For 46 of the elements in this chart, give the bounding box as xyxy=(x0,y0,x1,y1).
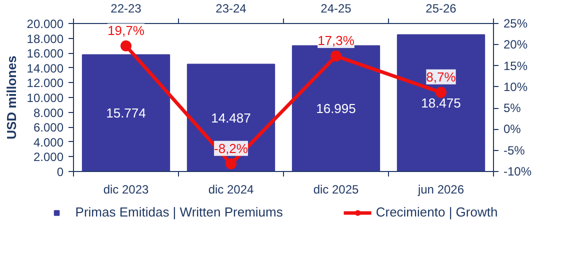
x-tick-label: dic 2024 xyxy=(208,182,254,196)
text: 22-23 xyxy=(110,2,142,16)
point xyxy=(226,158,236,170)
y2-tick-label: 20% xyxy=(504,38,528,52)
legend-label: Crecimiento | Growth xyxy=(376,204,498,220)
y-tick-label: 18.000 xyxy=(26,32,64,46)
bar xyxy=(186,64,276,172)
text: 24-25 xyxy=(320,2,352,16)
y-tick-label: 12.000 xyxy=(26,76,64,90)
y-tick-label: 16.000 xyxy=(26,46,64,61)
y-axis-title: USD millones xyxy=(4,56,19,140)
y2-tick-label: 0% xyxy=(504,122,522,136)
point xyxy=(120,40,132,52)
data-label: 18.475 xyxy=(421,96,461,111)
bar xyxy=(396,34,486,172)
y-tick-label: 0 xyxy=(56,165,64,179)
data-label: 19,7% xyxy=(108,22,145,38)
x-tick-label: jun 2026 xyxy=(416,182,464,196)
data-label: 16.995 xyxy=(316,101,356,116)
y2-tick-label: 5% xyxy=(504,101,522,116)
x-tick-label: dic 2023 xyxy=(103,182,150,196)
y-tick-label: 14.000 xyxy=(26,61,64,76)
y2-tick-label: -5% xyxy=(504,143,526,158)
y2-tick-label: 15% xyxy=(504,58,528,73)
text: 25-26 xyxy=(426,2,457,16)
y-tick-label: 8.000 xyxy=(33,106,64,120)
y-tick-label: 2.000 xyxy=(33,150,64,164)
y-tick-label: 6.000 xyxy=(33,120,64,135)
y-tick-label: 20.000 xyxy=(26,17,64,31)
data-label: -8,2% xyxy=(214,140,248,156)
data-label: 14.487 xyxy=(211,110,251,126)
point xyxy=(330,50,342,62)
text: 23-24 xyxy=(216,2,247,16)
data-label: 8,7% xyxy=(426,69,456,84)
bar xyxy=(292,45,380,172)
y2-tick-label: 25% xyxy=(504,16,528,30)
y2-tick-label: -10% xyxy=(504,164,532,178)
y-tick-label: 4.000 xyxy=(33,135,64,150)
legend-label: Primas Emitidas | Written Premiums xyxy=(75,204,283,220)
x-tick-label: dic 2025 xyxy=(313,182,360,196)
point xyxy=(436,86,446,98)
bar xyxy=(82,54,170,172)
data-label: 17,3% xyxy=(318,33,355,48)
y-tick-label: 10.000 xyxy=(26,91,64,105)
data-label: 15.774 xyxy=(106,106,146,121)
y2-tick-label: 10% xyxy=(504,80,528,94)
